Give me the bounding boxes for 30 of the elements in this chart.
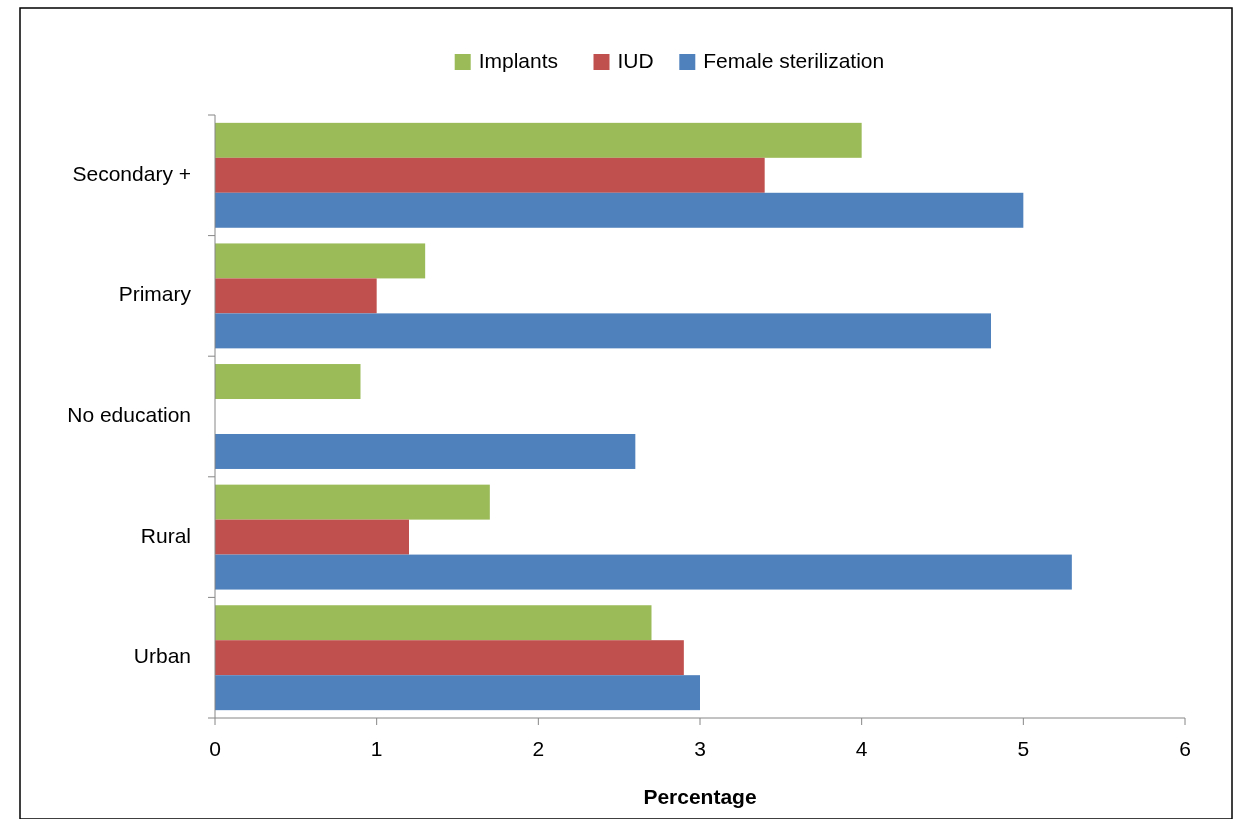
bar [215, 675, 700, 711]
bar [215, 364, 361, 400]
y-tick-label: No education [67, 403, 191, 427]
bar [215, 192, 1024, 228]
bar [215, 640, 684, 676]
bar [215, 484, 490, 520]
bar [215, 313, 991, 349]
y-tick-label: Rural [140, 523, 191, 547]
y-tick-label: Urban [133, 644, 191, 668]
x-axis-title: Percentage [643, 785, 757, 808]
legend-label: Implants [478, 48, 559, 72]
x-tick-label: 4 [855, 737, 868, 760]
bar [215, 519, 409, 555]
bar [215, 278, 377, 314]
bar [215, 605, 652, 641]
x-tick-label: 3 [694, 737, 706, 760]
legend-label: IUD [617, 48, 654, 72]
bar [215, 554, 1072, 590]
bar [215, 122, 862, 158]
y-tick-label: Primary [118, 282, 192, 306]
bar [215, 157, 765, 193]
x-tick-label: 5 [1017, 737, 1030, 760]
legend-label: Female sterilization [703, 48, 885, 72]
x-tick-label: 1 [370, 737, 383, 760]
x-tick-label: 6 [1179, 737, 1191, 760]
x-tick-label: 2 [532, 737, 545, 760]
x-tick-label: 0 [209, 737, 221, 760]
y-tick-label: Secondary + [72, 161, 191, 185]
bar [215, 433, 636, 469]
bar [215, 243, 426, 279]
